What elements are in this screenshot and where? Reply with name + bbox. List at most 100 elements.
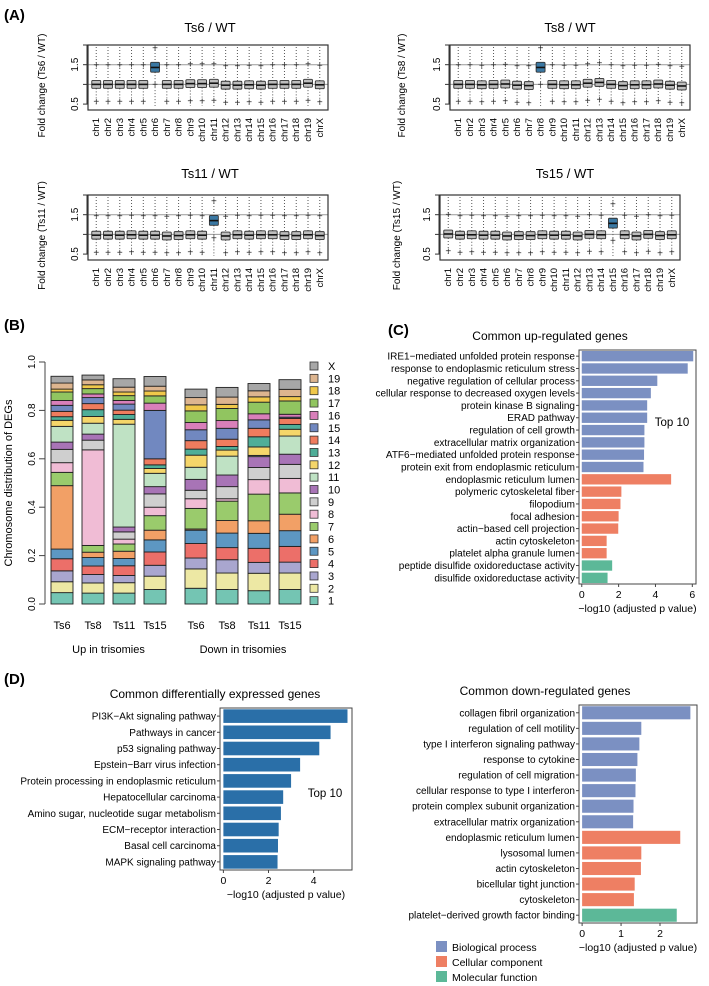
bar-segment-chr11: [215, 455, 239, 476]
bar-segment-chr11: [184, 466, 208, 480]
outlier-marker: +: [176, 248, 182, 259]
bar-segment-chr3: [184, 557, 208, 570]
x-tick-label: 1: [618, 928, 624, 940]
bar: [581, 560, 613, 571]
legend-swatch-molecular-function: [436, 971, 447, 982]
outlier-marker: +: [187, 248, 193, 259]
x-tick-label: chr17: [641, 118, 652, 142]
outlier-marker: +: [445, 247, 451, 258]
bar: [582, 799, 634, 813]
outlier-marker: +: [610, 236, 616, 247]
outlier-marker: +: [585, 59, 591, 70]
x-tick-label: chr7: [162, 118, 173, 136]
boxplot-a3: Ts11 / WT Fold change (Ts11 / WT) 0.5 1.5 + +…: [37, 166, 329, 292]
bar-segment-chr8: [50, 462, 74, 473]
outlier-marker: +: [105, 211, 111, 222]
category-label: Amino sugar, nucleotide sugar metabolism: [28, 809, 216, 820]
outlier-marker: +: [679, 99, 685, 110]
bar-chart-d1: Common differentially expressed genes PI3…: [20, 687, 353, 901]
x-tick-label: chr5: [138, 268, 149, 286]
bar-segment-chr4: [50, 558, 74, 572]
outlier-marker: +: [282, 248, 288, 259]
outlier-marker: +: [679, 62, 685, 73]
legend-label: 6: [328, 534, 334, 546]
x-tick-label: chr1: [443, 268, 454, 286]
bar-segment-chr3: [278, 561, 302, 574]
x-tick-label: chr12: [583, 118, 594, 142]
outlier-marker: +: [526, 62, 532, 73]
outlier-marker: +: [258, 211, 264, 222]
outlier-marker: +: [467, 60, 473, 71]
x-tick-label: chr19: [655, 268, 666, 292]
bar-segment-chr1: [278, 589, 302, 605]
bar-segment-chr8: [184, 498, 208, 509]
bar-segment-chr2: [247, 572, 271, 592]
bar: [582, 846, 642, 860]
x-tick-label: 6: [689, 589, 695, 601]
outlier-marker: +: [234, 248, 240, 259]
legend-swatch-chr5: [309, 546, 319, 556]
x-tick-label: chr4: [127, 118, 138, 136]
outlier-marker: +: [246, 61, 252, 72]
bar-segment-chr7: [184, 507, 208, 530]
bar: [581, 498, 621, 510]
bar-segment-chr3: [112, 574, 136, 584]
bar-segment-chr15: [215, 427, 239, 440]
outlier-marker: +: [563, 248, 569, 259]
bar: [581, 535, 607, 547]
outlier-marker: +: [117, 97, 123, 108]
outlier-marker: +: [585, 96, 591, 107]
y-axis-label: Fold change (Ts15 / WT): [392, 181, 403, 290]
plot-frame: [87, 194, 329, 261]
bar-segment-chr16: [112, 400, 136, 405]
bar-segment-chr4: [81, 565, 105, 575]
outlier-marker: +: [514, 98, 520, 109]
legend-label: 9: [328, 497, 334, 509]
bar: [581, 548, 607, 559]
outlier-marker: +: [457, 211, 463, 222]
legend-label: 18: [328, 386, 340, 398]
bar: [223, 709, 348, 723]
category-label: endoplasmic reticulum lumen: [445, 475, 575, 486]
bar-segment-chr18: [81, 384, 105, 390]
category-label: negative regulation of cellular process: [407, 376, 575, 387]
bar-segment-chr19: [50, 382, 74, 390]
bar-segment-chr13: [143, 464, 167, 469]
outlier-marker: +: [502, 60, 508, 71]
bar-segment-chr19: [112, 386, 136, 393]
bar-segment-chr5: [143, 539, 167, 553]
category-label: type I interferon signaling pathway: [423, 739, 575, 750]
category-label: response to endoplasmic reticulum stress: [391, 364, 575, 375]
plot-frame: [578, 704, 698, 924]
x-tick-label: chr8: [174, 268, 185, 286]
outlier-marker: +: [608, 60, 614, 71]
legend-swatch-chr15: [309, 423, 319, 433]
legend-swatch-chr1: [309, 596, 319, 606]
bar: [581, 572, 608, 584]
bar-segment-chr17: [50, 391, 74, 401]
x-tick-label: chr12: [221, 118, 232, 142]
bar-segment-chr9: [247, 467, 271, 481]
outlier-marker: +: [479, 98, 485, 109]
bar: [582, 721, 642, 735]
bar-segment-chr1: [112, 592, 136, 605]
outlier-marker: +: [282, 97, 288, 108]
x-tick-label: chr17: [631, 268, 642, 292]
x-axis-label: −log10 (adjusted p value): [579, 942, 697, 954]
bar-segment-chr12: [143, 468, 167, 474]
outlier-marker: +: [152, 80, 158, 91]
x-tick-label: 0: [579, 589, 585, 601]
x-tick-label: 4: [311, 875, 317, 887]
plot-frame: [449, 44, 691, 111]
outlier-marker: +: [258, 98, 264, 109]
bar-segment-chr8: [247, 479, 271, 495]
x-tick-label: Ts15: [143, 620, 166, 632]
bar: [582, 861, 641, 876]
outlier-marker: +: [622, 248, 628, 259]
bar-segment-chr14: [247, 427, 271, 438]
x-tick-label: chr5: [138, 118, 149, 136]
bar-segment-chr3: [247, 561, 271, 574]
bar-segment-chr10: [278, 453, 302, 465]
legend-label: 16: [328, 410, 340, 422]
